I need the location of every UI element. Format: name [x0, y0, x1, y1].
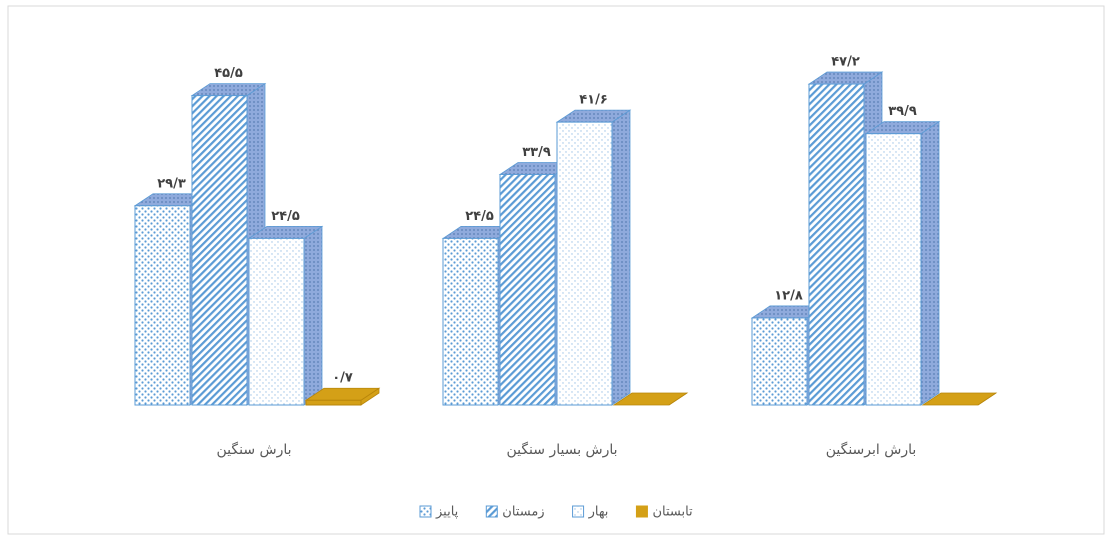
legend-label: تابستان — [652, 505, 693, 520]
bar — [921, 392, 998, 406]
bar-top — [612, 392, 689, 406]
legend-label: زمستان — [502, 505, 544, 520]
bar — [304, 387, 381, 406]
bar — [247, 225, 324, 406]
legend-swatch — [572, 505, 585, 518]
bar-side — [303, 225, 323, 406]
legend-label: پاییز — [435, 505, 459, 520]
legend-swatch — [485, 505, 498, 518]
value-label: ۱۲/۸ — [774, 288, 803, 303]
value-label: ۳۹/۹ — [888, 104, 917, 119]
bar-front — [442, 237, 499, 406]
category-label: بارش ابرسنگین — [826, 441, 917, 458]
legend-label: بهار — [588, 505, 609, 520]
bar-front — [191, 95, 248, 406]
bar — [612, 392, 689, 406]
bar-front — [248, 237, 305, 406]
value-label: ۲۴/۵ — [465, 209, 494, 224]
value-label: ۲۹/۳ — [157, 176, 186, 191]
value-label: ۴۵/۵ — [214, 66, 243, 81]
bar — [864, 120, 941, 406]
bar-front — [556, 121, 613, 406]
bar-side — [611, 109, 631, 406]
bar-front — [499, 173, 556, 406]
bar-front — [751, 317, 808, 406]
category-label: بارش بسیار سنگین — [506, 441, 617, 458]
value-label: ۰/۷ — [332, 371, 353, 386]
bar — [555, 109, 632, 406]
legend-swatch — [635, 505, 648, 518]
bar-front — [808, 83, 865, 406]
bar-side — [920, 120, 940, 406]
value-label: ۳۳/۹ — [522, 145, 551, 160]
value-label: ۲۴/۵ — [271, 209, 300, 224]
category-label: بارش سنگین — [216, 441, 291, 458]
bar — [190, 82, 267, 406]
legend-swatch — [419, 505, 432, 518]
bar-front — [305, 399, 362, 406]
bar-front — [134, 205, 191, 406]
value-label: ۴۷/۲ — [831, 55, 860, 70]
bar-front — [865, 133, 922, 406]
value-label: ۴۱/۶ — [579, 93, 608, 108]
bar-top — [921, 392, 998, 406]
